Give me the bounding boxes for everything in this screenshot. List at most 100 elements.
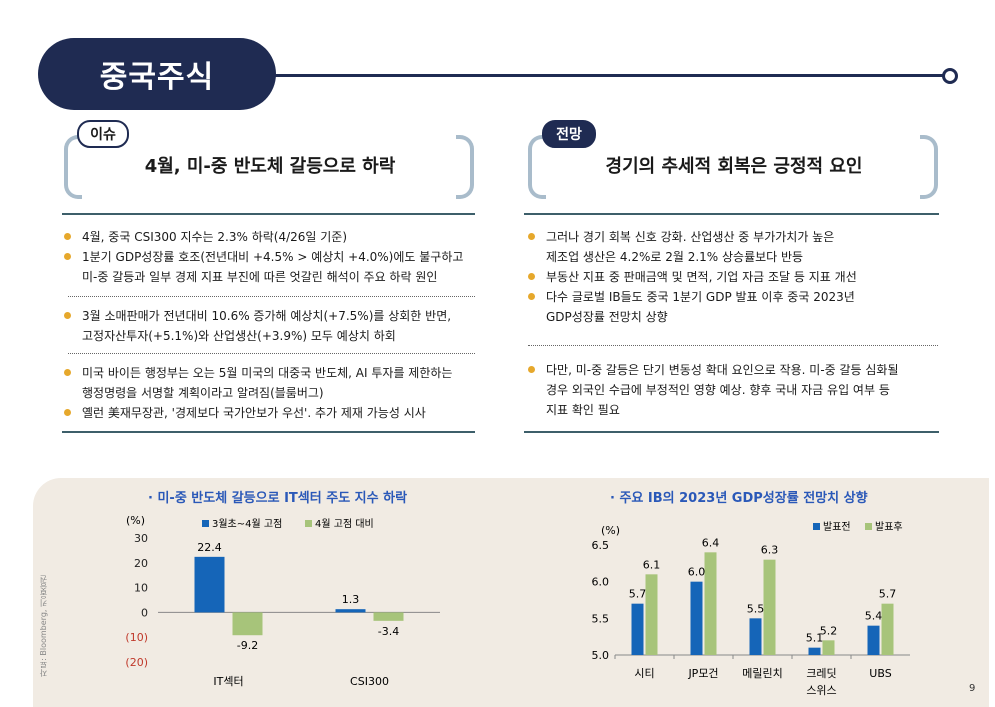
chart2-data-label: 5.2 [820,624,838,637]
chart2-legend-swatch [813,523,820,530]
chart1-data-label: 22.4 [197,541,222,554]
chart2-category-label: UBS [869,667,891,680]
chart1-bar [194,556,225,613]
chart1-legend-label: 3월초~4월 고점 [212,518,282,530]
chart2-bar [631,603,644,655]
bullet-item: 다수 글로벌 IB들도 중국 1분기 GDP 발표 이후 중국 2023년 [526,287,936,307]
bullet-continuation: 지표 확인 필요 [546,403,620,417]
chart2-y-tick: 6.5 [592,539,610,552]
chart2-data-label: 6.0 [688,566,706,579]
chart1-semiconductor-index: (%) 30 20 10 0 (10) (20) 3월초~4월 고점 4월 고점 대비 22.4 -… [125,514,440,688]
right-bottom-separator [524,431,939,433]
bullet-continuation: 제조업 생산은 4.2%로 2월 2.1% 상승률보다 반등 [546,250,804,264]
chart1-y-tick: 20 [134,557,148,570]
bullet-item: 1분기 GDP성장률 호조(전년대비 +4.5% > 예상치 +4.0%)에도 … [62,247,482,267]
chart2-data-label: 5.7 [879,588,897,601]
chart1-data-label: -9.2 [237,639,258,652]
chart1-category-label: IT섹터 [213,675,243,688]
title-banner [38,38,276,110]
issue-tag: 이슈 [77,120,129,148]
chart2-data-label: 6.1 [643,558,661,571]
chart2-bar [704,552,717,655]
chart2-y-tick: 5.0 [592,649,610,662]
chart1-y-tick: (10) [125,631,148,644]
chart2-bar [808,647,821,655]
chart2-data-label: 6.4 [702,536,720,549]
chart2-category-label: 크레딧 [806,667,836,680]
chart1-bar [335,609,366,613]
chart1-legend-swatch [202,520,209,527]
right-bracket-close [920,135,938,199]
bullet-item: 미국 바이든 행정부는 오는 5월 미국의 대중국 반도체, AI 투자를 제한… [62,363,482,383]
chart2-data-label: 6.3 [761,544,779,557]
title-rule-endpoint [942,68,958,84]
page-number: 9 [969,683,976,694]
chart2-y-unit: (%) [601,524,620,537]
chart2-bar [645,574,658,655]
bullet-item: 부동산 지표 중 판매금액 및 면적, 기업 자금 조달 등 지표 개선 [526,267,936,287]
outlook-group-2: 다만, 미-중 갈등은 단기 변동성 확대 요인으로 작용. 미-중 갈등 심화… [526,360,936,420]
chart1-title: · 미-중 반도체 갈등으로 IT섹터 주도 지수 하락 [148,491,408,506]
issue-group-3: 미국 바이든 행정부는 오는 5월 미국의 대중국 반도체, AI 투자를 제한… [62,363,482,423]
chart1-data-label: 1.3 [342,593,360,606]
chart2-data-label: 5.4 [865,610,883,623]
chart-panel [33,478,989,707]
dotted-divider [528,345,938,346]
chart2-legend-label: 발표후 [875,521,903,533]
bullet-item: 다만, 미-중 갈등은 단기 변동성 확대 요인으로 작용. 미-중 갈등 심화… [526,360,936,380]
issue-heading: 4월, 미-중 반도체 갈등으로 하락 [144,156,396,177]
right-separator [524,213,939,215]
chart2-category-label: 스위스 [806,684,836,697]
chart2-legend-swatch [865,523,872,530]
page-title: 중국주식 [99,60,215,95]
left-separator [62,213,475,215]
chart1-y-tick: 0 [141,606,148,619]
chart2-data-label: 5.5 [747,602,765,615]
chart2-bar [881,603,894,655]
chart2-category-label: 메릴린치 [742,667,782,680]
outlook-tag: 전망 [542,120,596,148]
title-rule [270,74,950,77]
bullet-continuation: 행정명령을 서명할 계획이라고 알려짐(블룸버그) [82,386,324,400]
chart2-data-label: 5.1 [806,632,824,645]
source-note: 자료: Bloomberg, 키움증권 [39,575,48,677]
chart2-data-label: 5.7 [629,588,647,601]
bullet-item: 그러나 경기 회복 신호 강화. 산업생산 중 부가가치가 높은 [526,227,936,247]
bullet-item: 옐런 美재무장관, '경제보다 국가안보가 우선'. 추가 제재 가능성 시사 [62,403,482,423]
chart2-bar [749,618,762,655]
issue-group-1: 4월, 중국 CSI300 지수는 2.3% 하락(4/26일 기준) 1분기 … [62,227,482,287]
chart2-bar [822,640,835,655]
left-bracket-close [456,135,474,199]
bullet-continuation: 고정자산투자(+5.1%)와 산업생산(+3.9%) 모두 예상치 하회 [82,329,396,343]
dotted-divider [68,296,475,297]
chart1-data-label: -3.4 [378,625,399,638]
chart1-bar [232,612,263,636]
left-bracket-open [64,135,82,199]
bullet-continuation: 미-중 갈등과 일부 경제 지표 부진에 따른 엇갈린 해석이 주요 하락 원인 [82,270,438,284]
outlook-group-1: 그러나 경기 회복 신호 강화. 산업생산 중 부가가치가 높은 제조업 생산은… [526,227,936,327]
chart1-category-label: CSI300 [350,675,389,688]
bullet-item: 4월, 중국 CSI300 지수는 2.3% 하락(4/26일 기준) [62,227,482,247]
chart1-legend-label: 4월 고점 대비 [315,518,374,530]
right-bracket-open [528,135,546,199]
chart1-legend-swatch [305,520,312,527]
bullet-item: 3월 소매판매가 전년대비 10.6% 증가해 예상치(+7.5%)를 상회한 … [62,306,482,326]
chart1-y-tick: 30 [134,532,148,545]
issue-group-2: 3월 소매판매가 전년대비 10.6% 증가해 예상치(+7.5%)를 상회한 … [62,306,482,346]
chart2-category-label: 시티 [634,667,654,680]
chart2-gdp-forecasts: (%) 6.5 6.0 5.5 5.0 발표전 발표후 5.7 6.1 시티 6.0 6.4 JP모건 5… [592,521,910,697]
chart1-bar [373,612,404,621]
chart1-y-tick: 10 [134,582,148,595]
bullet-continuation: GDP성장률 전망치 상향 [546,310,668,324]
chart2-bar [763,559,776,655]
chart2-y-tick: 5.5 [592,612,610,625]
chart2-legend-label: 발표전 [823,521,851,533]
dotted-divider [68,353,475,354]
bullet-continuation: 경우 외국인 수급에 부정적인 영향 예상. 향후 국내 자금 유입 여부 등 [546,383,890,397]
chart1-y-tick: (20) [125,656,148,669]
chart2-category-label: JP모건 [687,667,718,680]
chart2-bar [690,581,703,655]
left-bottom-separator [62,431,475,433]
outlook-heading: 경기의 추세적 회복은 긍정적 요인 [605,156,863,177]
chart2-y-tick: 6.0 [592,576,610,589]
